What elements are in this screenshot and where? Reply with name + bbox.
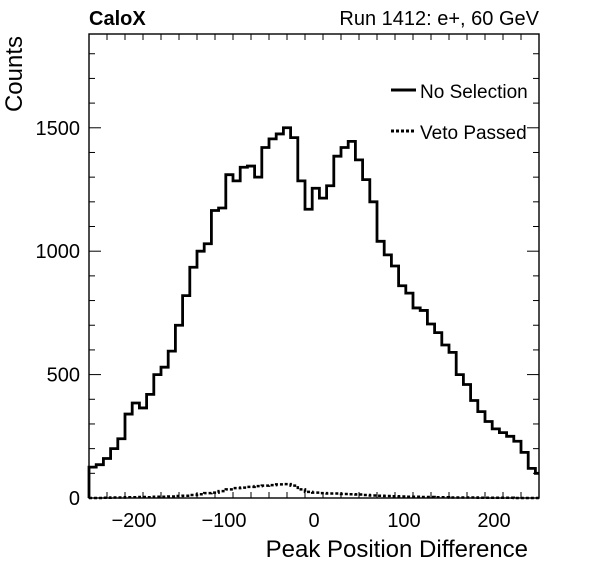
x-tick-label: 200 <box>477 510 510 532</box>
y-tick-label: 1000 <box>36 241 81 263</box>
plot-frame <box>88 33 540 499</box>
run-info-label: Run 1412: e+, 60 GeV <box>339 8 539 30</box>
ticks-layer: −200 −100 0 100 200 0 500 1000 1500 <box>36 34 540 532</box>
series-no-selection-line <box>87 126 539 498</box>
y-tick-label: 500 <box>47 365 80 387</box>
y-tick-label: 0 <box>69 488 80 510</box>
legend: No Selection Veto Passed <box>391 82 528 144</box>
experiment-label: CaloX <box>89 8 146 30</box>
x-tick-label: −200 <box>111 510 156 532</box>
x-tick-label: 0 <box>308 510 319 532</box>
series-veto-passed-line <box>89 482 539 500</box>
series-layer <box>87 126 539 500</box>
x-tick-label: 100 <box>387 510 420 532</box>
legend-label-no-selection: No Selection <box>420 82 528 103</box>
x-axis-label: Peak Position Difference <box>266 536 528 563</box>
legend-label-veto-passed: Veto Passed <box>420 123 527 144</box>
y-tick-label: 1500 <box>36 118 81 140</box>
x-tick-label: −100 <box>201 510 246 532</box>
y-axis-label: Counts <box>1 36 28 112</box>
